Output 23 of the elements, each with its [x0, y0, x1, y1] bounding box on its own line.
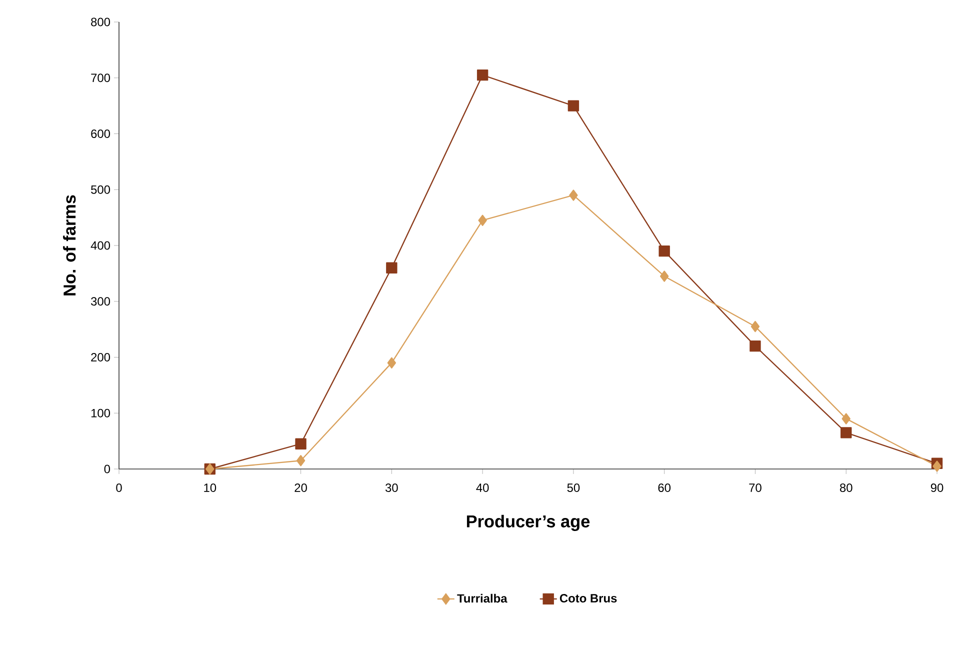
y-tick-label: 600	[91, 130, 110, 138]
y-tick-label: 400	[90, 241, 110, 250]
x-tick-label: 90	[930, 484, 944, 492]
x-tick-label: 60	[658, 484, 671, 492]
y-tick-label: 300	[90, 297, 110, 306]
y-tick-label: 700	[91, 74, 110, 82]
y-axis-title: No. of farms	[63, 195, 76, 296]
x-tick-label: 10	[204, 484, 216, 492]
x-tick-label: 70	[749, 484, 762, 492]
y-tick-label: 800	[91, 18, 110, 26]
legend-label: Coto Brus	[560, 594, 617, 602]
x-tick-label: 0	[116, 484, 122, 492]
y-tick-label: 0	[104, 464, 110, 474]
x-axis-title: Producer’s age	[466, 514, 590, 531]
x-tick-label: 40	[476, 484, 489, 492]
y-tick-label: 500	[91, 185, 110, 194]
x-tick-label: 30	[385, 484, 398, 492]
x-tick-label: 80	[840, 484, 852, 492]
y-tick-label: 100	[91, 408, 110, 418]
x-tick-label: 20	[294, 484, 307, 492]
x-tick-label: 50	[567, 484, 580, 492]
legend-label: Turrialba	[457, 594, 508, 603]
y-tick-label: 200	[91, 353, 110, 362]
